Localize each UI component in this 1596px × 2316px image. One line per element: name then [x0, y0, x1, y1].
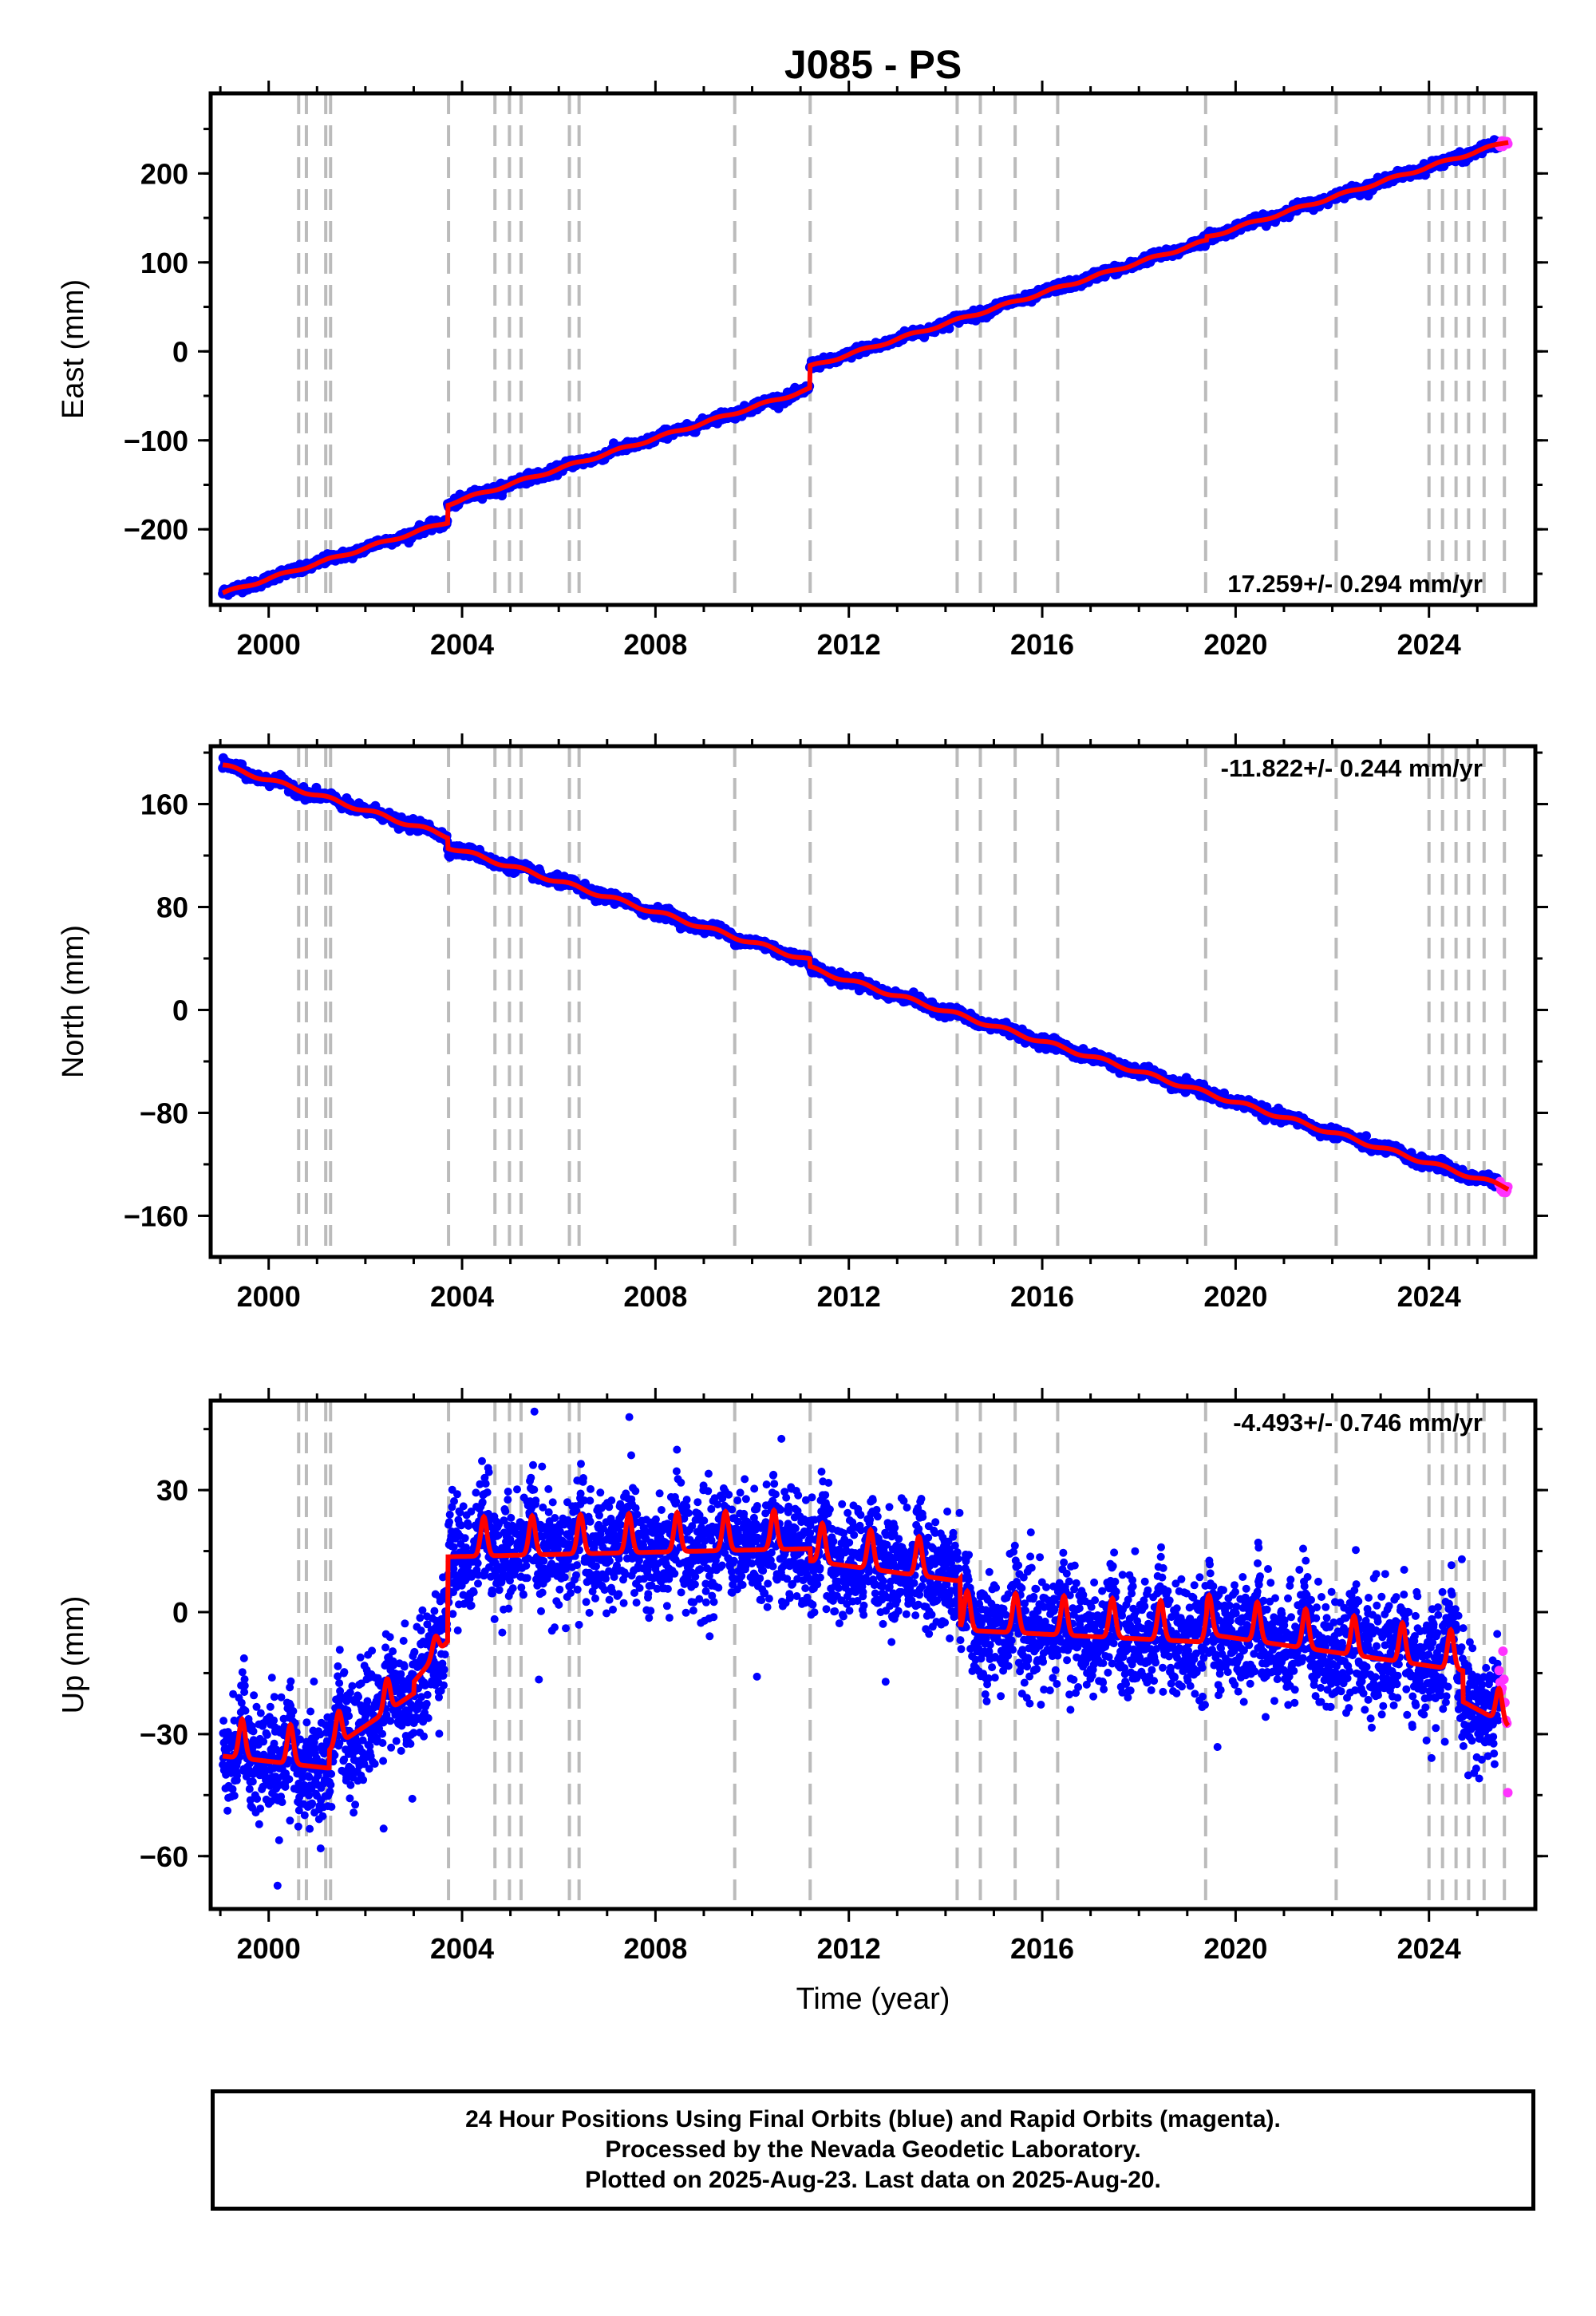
x-tick-label: 2016	[1010, 628, 1074, 661]
y-tick-label: 0	[172, 335, 188, 368]
y-axis: −160 −80 0 80 160	[124, 751, 1548, 1232]
x-tick-label: 2012	[817, 1280, 881, 1313]
velocity-label: -11.822+/- 0.244 mm/yr	[1221, 754, 1483, 782]
y-tick-label: 160	[140, 788, 188, 821]
y-axis-label: North (mm)	[57, 925, 90, 1078]
x-tick-label: 2024	[1397, 628, 1461, 661]
x-tick-label: 2020	[1203, 1280, 1267, 1313]
y-tick-label: 0	[172, 994, 188, 1026]
x-tick-label: 2004	[430, 628, 494, 661]
final-orbit-point	[223, 1806, 232, 1815]
panel-north: 2000 2004 2008 2012 2016 2020 2024 −160 −80 0 80 16…	[57, 733, 1548, 1313]
x-tick-label: 2008	[623, 1280, 687, 1313]
y-tick-label: 200	[140, 157, 188, 190]
x-tick-label: 2004	[430, 1280, 494, 1313]
y-axis-label: East (mm)	[57, 279, 90, 419]
x-tick-label: 2000	[237, 628, 301, 661]
y-tick-label: −100	[124, 425, 188, 457]
final-orbit-point	[1361, 1131, 1371, 1141]
final-orbit-point	[219, 1717, 228, 1725]
x-tick-label: 2020	[1203, 628, 1267, 661]
y-tick-label: −200	[124, 513, 188, 546]
panel-east: 2000 2004 2008 2012 2016 2020 2024 −200 −100 0 100…	[57, 81, 1548, 661]
velocity-label: 17.259+/- 0.294 mm/yr	[1227, 570, 1483, 598]
chart-title: J085 - PS	[784, 42, 962, 87]
step-epoch-lines	[297, 93, 1507, 605]
x-tick-label: 2008	[623, 628, 687, 661]
final-orbit-point	[230, 1792, 239, 1800]
x-tick-label: 2000	[237, 1280, 301, 1313]
x-tick-label: 2012	[817, 628, 881, 661]
x-tick-label: 2016	[1010, 1280, 1074, 1313]
y-tick-label: −80	[140, 1097, 188, 1129]
x-tick-label: 2024	[1397, 1280, 1461, 1313]
panel-up: 2000 2004 2008 2012 2016 2020 2024−60−30030Up …	[57, 1388, 1548, 2016]
final-orbit-point	[944, 323, 954, 334]
y-tick-label: −160	[124, 1199, 188, 1232]
y-tick-label: 100	[140, 247, 188, 279]
y-tick-label: 80	[156, 891, 188, 924]
